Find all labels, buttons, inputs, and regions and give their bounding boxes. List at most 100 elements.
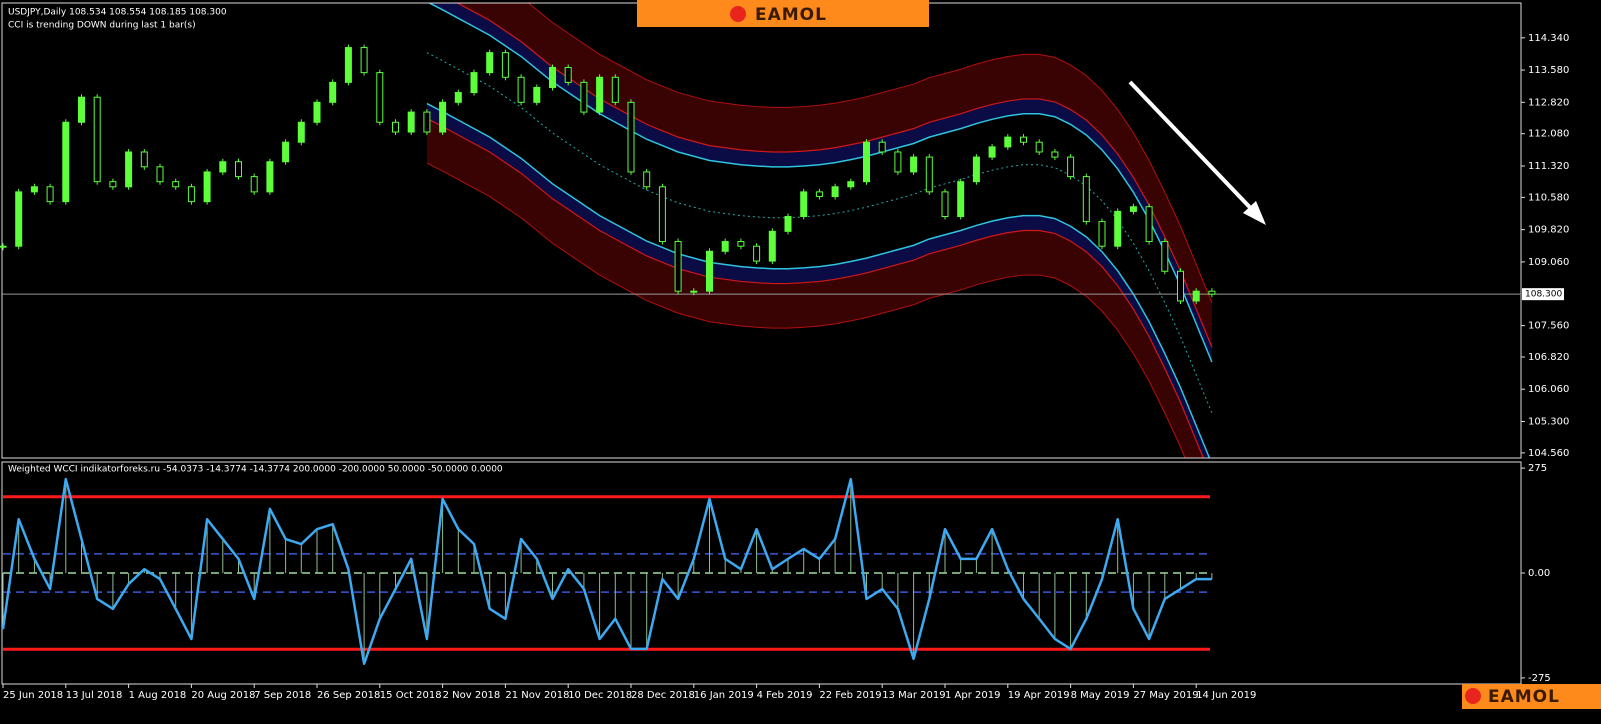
x-tick-label: 7 Sep 2018: [254, 690, 311, 701]
candle: [423, 111, 431, 133]
candle: [297, 121, 305, 143]
x-tick-label: 4 Feb 2019: [757, 690, 813, 701]
candle: [517, 76, 525, 103]
candle: [1114, 210, 1122, 247]
y-tick-label: 113.580: [1528, 65, 1569, 76]
channel-red-line: [456, 3, 1213, 348]
channel-cyan-line: [427, 3, 1213, 363]
x-tick-label: 27 May 2019: [1133, 690, 1198, 701]
candle: [1177, 270, 1184, 302]
candle: [1004, 136, 1012, 148]
candle: [580, 81, 588, 113]
candle: [125, 151, 133, 188]
candle: [611, 76, 619, 103]
x-tick-label: 1 Aug 2018: [129, 690, 187, 701]
logo-text: EAMOL: [1488, 687, 1560, 707]
channel: [426, 3, 1213, 458]
channel-red-line: [426, 117, 1205, 458]
logo-text: EAMOL: [755, 5, 827, 25]
candle: [235, 161, 242, 178]
x-tick-label: 2 Nov 2018: [443, 690, 501, 701]
y-tick-label: 106.820: [1528, 352, 1569, 363]
x-tick-label: 10 Dec 2018: [568, 690, 632, 701]
y-tick-label: 111.320: [1528, 161, 1569, 172]
candle: [46, 186, 54, 203]
candle: [407, 111, 415, 133]
channel-inner-band: [429, 3, 1212, 363]
candle: [800, 191, 808, 217]
candle: [863, 141, 870, 183]
y-tick-label: 104.560: [1528, 448, 1569, 459]
x-tick-label: 16 Jan 2019: [694, 690, 754, 701]
candle: [658, 186, 666, 243]
y-tick-label: 106.060: [1528, 384, 1569, 395]
candle: [768, 230, 776, 262]
candle: [1067, 156, 1075, 178]
candle: [30, 186, 38, 193]
channel-outer-band: [457, 3, 1212, 348]
candle: [344, 47, 352, 83]
x-tick-label: 14 Jun 2019: [1196, 690, 1256, 701]
candle: [329, 81, 337, 103]
y-tick-label: 109.060: [1528, 257, 1569, 268]
candle: [1208, 290, 1216, 295]
candle: [988, 146, 996, 158]
x-tick-label: 8 May 2019: [1071, 690, 1130, 701]
candle: [501, 52, 509, 78]
candle: [109, 181, 117, 188]
x-tick-label: 26 Sep 2018: [317, 690, 380, 701]
candle: [784, 215, 792, 232]
candle: [376, 72, 384, 123]
candle: [93, 96, 101, 183]
x-tick-label: 13 Jul 2018: [66, 690, 123, 701]
candle: [219, 161, 227, 173]
symbol-info: USDJPY,Daily 108.534 108.554 108.185 108…: [8, 8, 227, 18]
y-tick-label: 112.820: [1528, 97, 1569, 108]
candle: [549, 67, 556, 88]
current-price-label: 108.300: [1525, 290, 1562, 300]
candle: [925, 156, 933, 193]
logo-icon: [1465, 688, 1481, 704]
candle: [674, 241, 682, 292]
x-tick-label: 25 Jun 2018: [3, 690, 63, 701]
candle: [1192, 290, 1200, 302]
indicator-title: Weighted WCCI indikatorforeks.ru -54.037…: [8, 465, 503, 475]
y-tick-label: 109.820: [1528, 225, 1569, 236]
x-tick-label: 20 Aug 2018: [191, 690, 255, 701]
candle: [706, 250, 713, 292]
x-tick-label: 15 Oct 2018: [380, 690, 442, 701]
candle: [250, 176, 258, 193]
candle: [690, 290, 698, 293]
channel-outer-band: [426, 118, 1204, 458]
candle: [439, 101, 447, 133]
candle: [753, 245, 761, 262]
y-tick-label: 110.580: [1528, 192, 1569, 203]
channel-outer-line: [527, 3, 1213, 303]
y-tick-label: 275: [1528, 463, 1547, 474]
candle: [78, 96, 85, 123]
candle: [972, 156, 980, 183]
candle: [1082, 176, 1090, 223]
candle: [564, 67, 572, 83]
candle: [910, 156, 918, 173]
y-tick-label: 112.080: [1528, 129, 1569, 140]
x-tick-label: 28 Dec 2018: [631, 690, 695, 701]
y-tick-label: 114.340: [1528, 33, 1569, 44]
candle: [1051, 151, 1059, 158]
candle: [878, 141, 886, 153]
candle: [831, 186, 839, 198]
candle: [266, 161, 274, 193]
candle: [156, 166, 164, 183]
candle: [486, 52, 494, 74]
candle: [737, 241, 745, 247]
candle: [282, 141, 290, 163]
x-tick-label: 22 Feb 2019: [819, 690, 881, 701]
y-tick-label: -275: [1528, 673, 1551, 684]
channel-mid-line: [426, 52, 1213, 414]
candle: [847, 181, 855, 188]
candle: [1145, 206, 1153, 243]
y-tick-label: 105.300: [1528, 416, 1569, 427]
signal-text: CCI is trending DOWN during last 1 bar(s…: [8, 21, 196, 31]
current-price-tag: [1522, 288, 1564, 301]
